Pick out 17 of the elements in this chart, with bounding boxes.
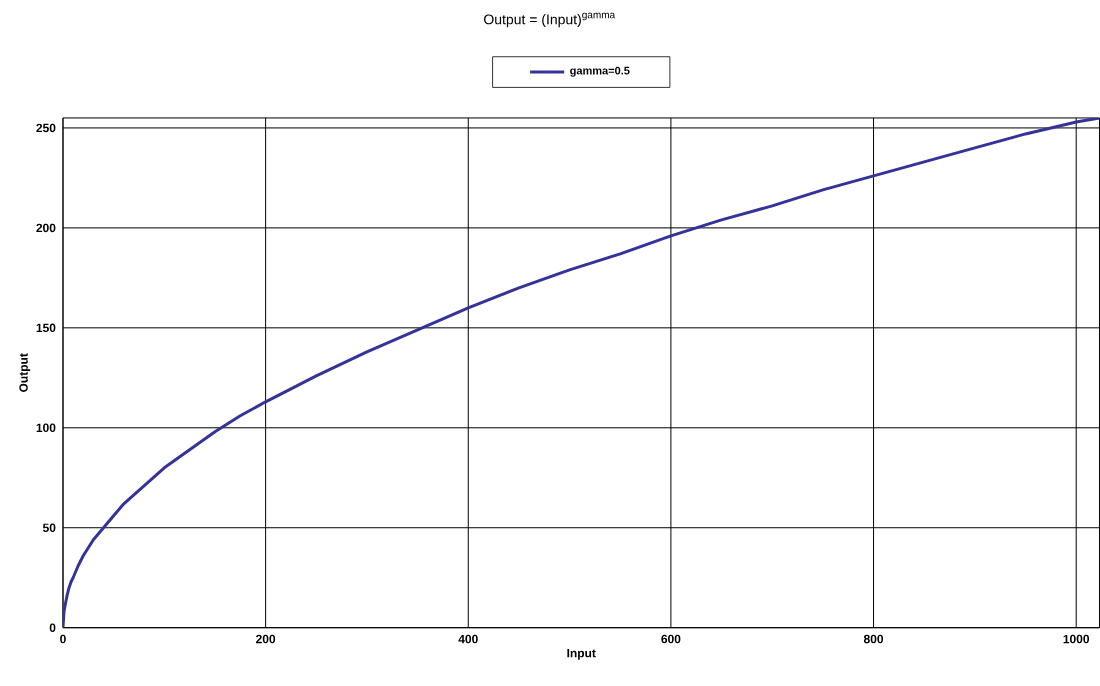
x-axis-title: Input [567,649,596,660]
x-tick-label: 800 [863,634,884,644]
y-tick-label: 150 [36,323,56,333]
y-tick-label: 200 [36,223,56,233]
y-tick-label: 250 [36,123,56,133]
x-tick-label: 0 [60,634,66,644]
y-axis-title: Output [19,353,31,393]
x-tick-label: 1000 [1063,634,1090,644]
chart-title: Output = (Input)$^{gamma}$ [484,12,616,28]
y-tick-label: 0 [49,623,56,633]
x-tick-label: 200 [256,634,276,644]
line-series [62,118,1100,628]
y-tick-label: 100 [36,423,56,433]
y-tick-label: 50 [42,523,56,533]
x-tick-label: 400 [458,634,478,644]
legend-label: gamma=0.5 [570,66,630,77]
x-tick-label: 600 [661,634,681,644]
